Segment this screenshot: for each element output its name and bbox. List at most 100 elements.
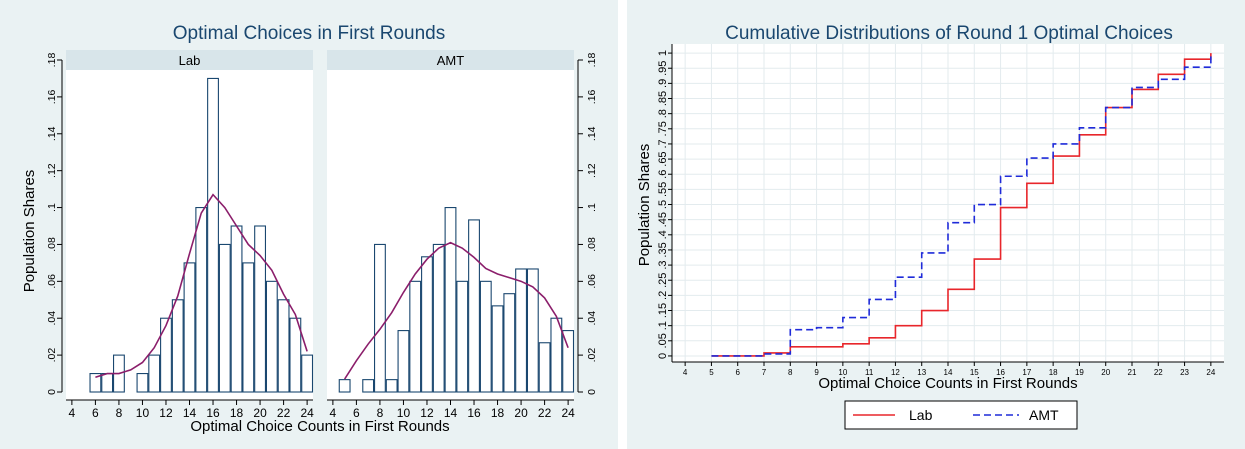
- histogram-bar: [444, 207, 457, 393]
- x-tick-label: 16: [996, 368, 1005, 377]
- histogram-bar: [171, 299, 184, 393]
- histogram-bar: [254, 225, 267, 393]
- y-tick-label: .18: [46, 53, 58, 68]
- chart-title: Cumulative Distributions of Round 1 Opti…: [725, 23, 1173, 44]
- histogram-bar: [397, 330, 410, 393]
- x-tick-label: 18: [230, 406, 244, 420]
- y-tick-label: .12: [586, 163, 598, 178]
- y-tick-label: .02: [46, 348, 58, 363]
- histogram-bar: [160, 317, 172, 393]
- y-tick-label: 0: [46, 389, 58, 395]
- histogram-bar: [479, 280, 492, 393]
- facet-header: [327, 50, 574, 70]
- y-tick-label: .8: [657, 109, 669, 118]
- y-tick-label: .02: [586, 348, 598, 363]
- histogram-bar: [183, 262, 196, 393]
- histogram-bar: [265, 280, 278, 393]
- cdf-line-amt: [711, 53, 1212, 357]
- x-tick-label: 13: [917, 368, 926, 377]
- x-tick-label: 23: [1180, 368, 1189, 377]
- x-tick-label: 8: [116, 406, 123, 420]
- y-tick-label: .5: [657, 200, 669, 209]
- histogram-bar: [409, 280, 422, 393]
- facet-header: [66, 50, 313, 70]
- x-tick-label: 4: [330, 406, 337, 420]
- y-tick-label: .35: [657, 242, 669, 257]
- y-tick-label: .08: [46, 237, 58, 252]
- x-tick-label: 18: [491, 406, 505, 420]
- y-tick-label: .55: [657, 182, 669, 197]
- facet-label-lab: Lab: [179, 53, 201, 68]
- y-tick-label: .14: [586, 126, 598, 141]
- y-tick-label: .95: [657, 61, 669, 76]
- y-tick-label: .06: [46, 274, 58, 289]
- x-tick-label: 20: [253, 406, 267, 420]
- cdf-chart: Cumulative Distributions of Round 1 Opti…: [636, 23, 1224, 430]
- histogram-bar: [515, 268, 528, 393]
- x-tick-label: 19: [1075, 368, 1084, 377]
- y-tick-label: .85: [657, 91, 669, 106]
- histogram-bar: [218, 243, 231, 393]
- y-tick-label: .18: [586, 53, 598, 68]
- x-tick-label: 12: [891, 368, 900, 377]
- x-tick-label: 9: [814, 368, 819, 377]
- x-tick-label: 7: [762, 368, 767, 377]
- x-tick-label: 10: [136, 406, 150, 420]
- histogram-bar: [277, 299, 290, 393]
- y-tick-label: .08: [586, 237, 598, 252]
- x-tick-label: 22: [1154, 368, 1163, 377]
- histogram-chart: Optimal Choices in First Rounds Lab 4 6 8 10 1…: [21, 23, 598, 435]
- histogram-bar: [538, 342, 551, 393]
- histogram-bar: [550, 317, 563, 393]
- x-tick-label: 8: [377, 406, 384, 420]
- x-tick-label: 24: [1206, 368, 1215, 377]
- histogram-bar: [421, 256, 433, 393]
- y-tick-label: .45: [657, 212, 669, 227]
- cdf-panel: Cumulative Distributions of Round 1 Opti…: [627, 0, 1245, 449]
- x-tick-label: 5: [709, 368, 714, 377]
- y-tick-label: .3: [657, 260, 669, 269]
- x-tick-label: 12: [159, 406, 173, 420]
- histogram-bar: [136, 373, 149, 393]
- x-axis-title: Optimal Choice Counts in First Rounds: [818, 375, 1077, 392]
- x-tick-label: 6: [92, 406, 99, 420]
- chart-title: Optimal Choices in First Rounds: [173, 23, 445, 44]
- histogram-bar: [89, 373, 102, 393]
- x-tick-label: 18: [1049, 368, 1058, 377]
- x-tick-label: 10: [397, 406, 411, 420]
- histogram-bar: [338, 379, 351, 393]
- histogram-bar: [362, 379, 375, 393]
- y-tick-label: .1: [586, 203, 598, 212]
- x-tick-label: 20: [1101, 368, 1110, 377]
- y-tick-label: .4: [657, 230, 669, 239]
- x-tick-label: 12: [420, 406, 434, 420]
- histogram-bar: [207, 77, 219, 393]
- y-axis-title: Population Shares: [636, 144, 653, 267]
- y-tick-label: .1: [657, 321, 669, 330]
- histogram-bar: [385, 379, 398, 393]
- x-tick-label: 14: [183, 406, 197, 420]
- histogram-bar: [101, 373, 114, 393]
- legend: Lab AMT: [844, 400, 1078, 430]
- y-tick-label: .2: [657, 291, 669, 300]
- x-tick-label: 11: [865, 368, 874, 377]
- histogram-bar: [289, 317, 302, 393]
- y-tick-label: .75: [657, 121, 669, 136]
- facet-label-amt: AMT: [437, 53, 465, 68]
- y-tick-label: .9: [657, 79, 669, 88]
- x-tick-label: 16: [206, 406, 220, 420]
- y-tick-label: .05: [657, 333, 669, 348]
- y-tick-label: .16: [46, 89, 58, 104]
- y-tick-label: .04: [586, 311, 598, 326]
- x-tick-label: 8: [788, 368, 793, 377]
- x-tick-label: 10: [838, 368, 847, 377]
- x-tick-label: 24: [300, 406, 314, 420]
- histogram-bar: [503, 293, 516, 393]
- x-tick-label: 4: [69, 406, 76, 420]
- histogram-bar: [526, 268, 539, 393]
- histogram-bar: [456, 280, 469, 393]
- histogram-bar: [468, 219, 480, 393]
- x-tick-label: 14: [444, 406, 458, 420]
- y-tick-label: .65: [657, 151, 669, 166]
- y-axis-title: Population Shares: [21, 170, 38, 293]
